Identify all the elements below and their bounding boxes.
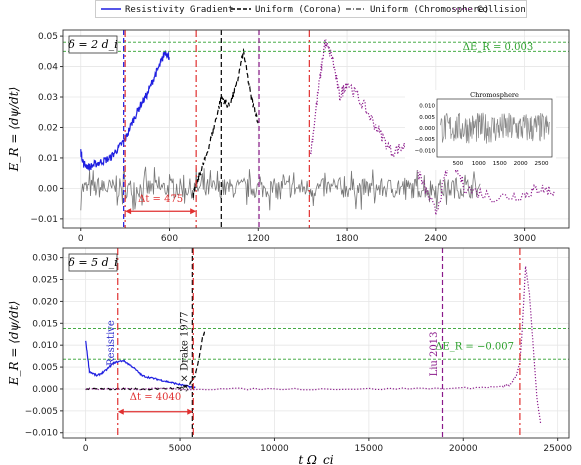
- series-chromosphere-line: [80, 166, 481, 211]
- panel-top: Δt = 475 ΔE_R = 0.003 0 600 1200 1800 2400 3000…: [7, 29, 570, 244]
- inset-y-tick-label: −0.010: [415, 148, 436, 154]
- y-tick-label: 0.03: [38, 93, 58, 103]
- x-tick-label: 1200: [247, 234, 270, 244]
- legend-label: Collisionless: [477, 5, 526, 15]
- x-tick-label: 25000: [543, 444, 572, 454]
- x-tick-label: 15000: [355, 444, 384, 454]
- y-axis-label: E_R = ⟨dψ/dt⟩: [7, 87, 21, 172]
- series-line: [85, 266, 542, 425]
- annotation-text: Resistive: [106, 320, 117, 366]
- annotation-text: Liu 2013: [429, 331, 440, 376]
- series-line: [192, 47, 259, 198]
- series-line: [85, 331, 206, 391]
- inset-y-tick-label: −0.005: [415, 137, 436, 143]
- legend-svg: Resistivity Gradient Uniform (Corona) Un…: [101, 5, 526, 15]
- dt-arrow-head: [190, 208, 197, 215]
- x-tick-label: 0: [78, 234, 84, 244]
- annotation-text: ΔE_R = 0.003: [463, 42, 533, 53]
- legend-label: Resistivity Gradient: [125, 5, 233, 15]
- y-tick-label: 0.025: [32, 276, 58, 286]
- panel-label: δ = 2 d_i: [68, 38, 117, 51]
- y-axis-label: E_R = ⟨dψ/dt⟩: [7, 301, 21, 386]
- y-tick-label: 0.00: [38, 184, 58, 194]
- annotation-text: 3 × Drake 1977: [180, 312, 191, 392]
- y-tick-label: 0.015: [32, 319, 58, 329]
- y-tick-label: 0.04: [38, 63, 58, 73]
- inset-series-line: [439, 112, 551, 144]
- plot-area: [63, 248, 569, 438]
- y-tick-label: −0.010: [25, 429, 59, 439]
- y-tick-label: 0.02: [38, 123, 58, 133]
- dt-arrow-head: [187, 408, 194, 415]
- inset-x-tick-label: 2500: [535, 161, 549, 167]
- inset-x-tick-label: 2000: [514, 161, 528, 167]
- annotation-text: ΔE_R = −0.007: [435, 342, 514, 353]
- inset-x-tick-label: 1500: [493, 161, 507, 167]
- plot-area: [63, 30, 569, 228]
- legend-item-chromosphere: Uniform (Chromosphere): [346, 5, 489, 15]
- annotation-text: Δt = 475: [138, 194, 183, 205]
- plot-frame: [62, 247, 570, 439]
- y-tick-label: 0.05: [38, 32, 58, 42]
- inset-x-tick-label: 1000: [472, 161, 486, 167]
- x-tick-label: 1800: [336, 234, 359, 244]
- plot-frame: [62, 29, 570, 229]
- x-tick-label: 0: [83, 444, 89, 454]
- inset-title: Chromosphere: [470, 91, 519, 99]
- y-tick-label: −0.005: [25, 407, 58, 417]
- panel-label-box: [68, 253, 118, 272]
- y-tick-label: 0.030: [32, 254, 58, 264]
- legend-label: Uniform (Corona): [255, 5, 342, 15]
- x-tick-label: 3000: [513, 234, 536, 244]
- y-tick-label: 0.000: [32, 385, 58, 395]
- inset-frame: [436, 98, 553, 158]
- legend-label: Uniform (Chromosphere): [370, 5, 489, 15]
- panel-label-box: [68, 35, 118, 54]
- inset-y-tick-label: 0.010: [419, 104, 435, 110]
- x-tick-label: 600: [161, 234, 178, 244]
- annotation-text: Δt = 4040: [130, 392, 181, 403]
- dt-arrow-head: [117, 408, 124, 415]
- y-tick-label: 0.020: [32, 297, 58, 307]
- legend-item-resistivity: Resistivity Gradient: [101, 5, 233, 15]
- panel-label: δ = 5 d_i: [68, 256, 117, 269]
- x-tick-label: 5000: [169, 444, 192, 454]
- inset-x-tick-label: 500: [453, 161, 464, 167]
- x-tick-label: 10000: [260, 444, 289, 454]
- legend-bar: Resistivity Gradient Uniform (Corona) Un…: [95, 0, 527, 18]
- x-axis-label: t Ω_ci: [298, 453, 333, 465]
- legend-item-corona: Uniform (Corona): [231, 5, 342, 15]
- y-tick-label: 0.01: [38, 154, 58, 164]
- inset-y-tick-label: 0.000: [419, 126, 435, 132]
- legend-item-collisionless: Collisionless: [453, 5, 526, 15]
- dt-arrow-head: [125, 208, 132, 215]
- x-tick-label: 20000: [449, 444, 478, 454]
- y-tick-label: 0.010: [32, 341, 58, 351]
- series-line: [85, 340, 196, 390]
- inset-y-tick-label: 0.005: [419, 115, 435, 121]
- y-tick-label: −0.01: [30, 215, 58, 225]
- y-tick-label: 0.005: [32, 363, 58, 373]
- x-tick-label: 2400: [424, 234, 447, 244]
